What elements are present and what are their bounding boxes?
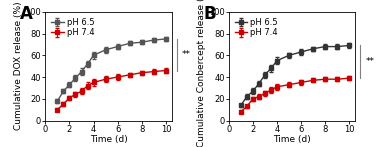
Text: A: A [20,5,33,23]
Text: **: ** [366,57,375,66]
Y-axis label: Cumulative Conbercept release (%): Cumulative Conbercept release (%) [197,0,206,147]
X-axis label: Time (d): Time (d) [273,135,311,144]
Legend: pH 6.5, pH 7.4: pH 6.5, pH 7.4 [233,16,280,39]
Legend: pH 6.5, pH 7.4: pH 6.5, pH 7.4 [50,16,96,39]
Text: **: ** [182,50,191,59]
X-axis label: Time (d): Time (d) [90,135,127,144]
Text: B: B [203,5,216,23]
Y-axis label: Cumulative DOX release (%): Cumulative DOX release (%) [14,2,23,131]
